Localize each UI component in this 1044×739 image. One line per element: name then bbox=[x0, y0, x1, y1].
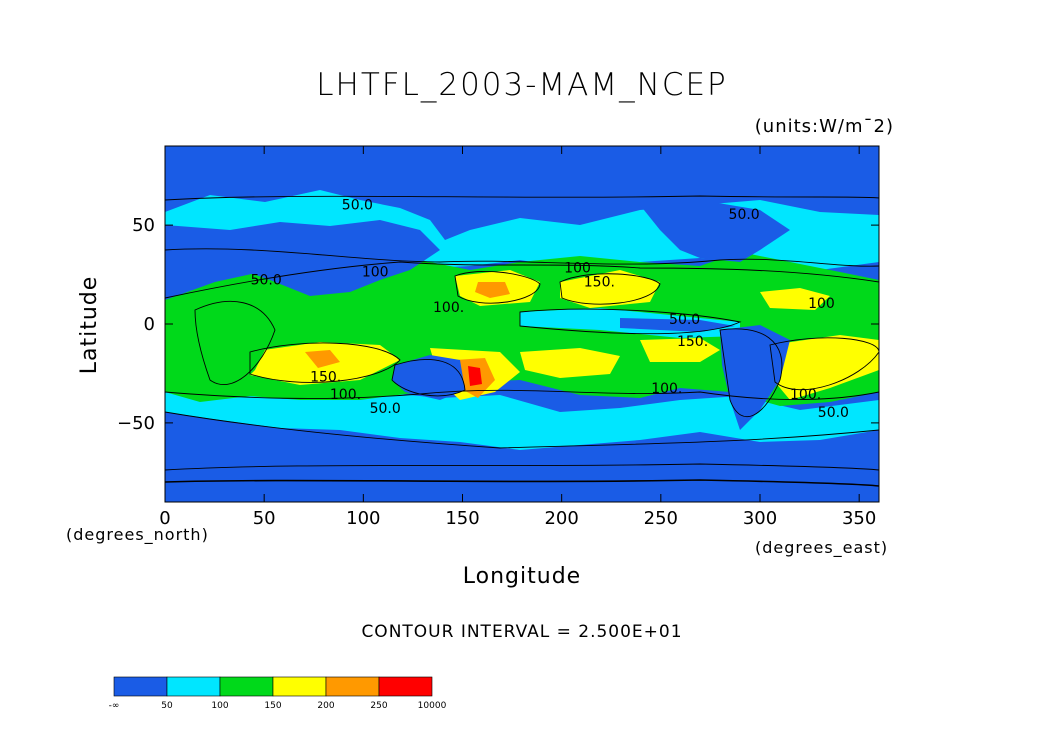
colorbar-swatch bbox=[378, 676, 433, 697]
continent-eurasia bbox=[165, 220, 440, 296]
y-unit-label: (degrees_north) bbox=[66, 525, 209, 544]
contour-label: 50.0 bbox=[342, 197, 373, 213]
region-subtropical-maxima-6 bbox=[640, 338, 720, 362]
colorbar-swatch bbox=[166, 676, 221, 697]
units-label: (units:W/m¯2) bbox=[754, 116, 894, 137]
region-local-maxima-1 bbox=[475, 282, 510, 298]
y-tick-label: 50 bbox=[132, 215, 155, 236]
x-ticks: 0 50 100 150 200 250 300 350 bbox=[159, 146, 876, 529]
colorbar: -∞ 50 100 150 200 250 10000 bbox=[109, 676, 447, 711]
region-peak bbox=[468, 366, 482, 386]
continent-south-america bbox=[720, 325, 790, 430]
contour-label: 100 bbox=[362, 265, 389, 281]
continent-africa bbox=[195, 295, 275, 395]
region-local-maxima-3 bbox=[305, 350, 340, 368]
contour-label: 50.0 bbox=[818, 405, 849, 421]
y-tick-label: 0 bbox=[144, 314, 155, 335]
contour-label: 50.0 bbox=[370, 401, 401, 417]
contour-label: 100 bbox=[564, 261, 591, 277]
contour-label: 50.0 bbox=[729, 207, 760, 223]
colorbar-label: 200 bbox=[317, 701, 334, 711]
colorbar-label: 100 bbox=[211, 701, 228, 711]
x-unit-label: (degrees_east) bbox=[755, 538, 889, 557]
continent-australia bbox=[392, 355, 465, 400]
colorbar-swatch bbox=[325, 676, 380, 697]
contour-label: 100. bbox=[330, 387, 361, 403]
x-axis-label: Longitude bbox=[462, 564, 582, 589]
x-tick-label: 100 bbox=[346, 508, 380, 529]
contour-label: 50.0 bbox=[251, 272, 282, 288]
x-tick-label: 150 bbox=[445, 508, 479, 529]
x-tick-label: 200 bbox=[544, 508, 578, 529]
contour-lines bbox=[165, 195, 879, 487]
x-tick-label: 350 bbox=[842, 508, 876, 529]
colorbar-label: 10000 bbox=[418, 701, 447, 711]
continent-north-america bbox=[640, 200, 790, 262]
contour-label: 100. bbox=[790, 387, 821, 403]
y-tick-label: −50 bbox=[117, 413, 155, 434]
colorbar-label: 250 bbox=[370, 701, 387, 711]
x-tick-label: 300 bbox=[743, 508, 777, 529]
contour-label: 100. bbox=[651, 381, 682, 397]
region-equatorial-cool-core bbox=[620, 318, 735, 332]
chart-title: LHTFL_2003-MAM_NCEP bbox=[316, 67, 728, 103]
region-subtropical-maxima-7 bbox=[770, 335, 879, 400]
colorbar-label: -∞ bbox=[109, 701, 120, 711]
colorbar-swatch bbox=[272, 676, 327, 697]
contour-label: 100 bbox=[808, 296, 835, 312]
x-tick-label: 0 bbox=[159, 508, 170, 529]
region-subtropical-maxima-2 bbox=[560, 270, 660, 308]
contour-label: 150. bbox=[584, 274, 615, 290]
colorbar-swatch bbox=[219, 676, 274, 697]
contour-label: 150. bbox=[677, 334, 708, 350]
colorbar-label: 50 bbox=[161, 701, 173, 711]
continent-antarctica bbox=[165, 470, 879, 502]
contour-label: 50.0 bbox=[669, 312, 700, 328]
contour-label: 100. bbox=[433, 300, 464, 316]
x-tick-label: 50 bbox=[253, 508, 276, 529]
colorbar-label: 150 bbox=[264, 701, 281, 711]
x-tick-label: 250 bbox=[644, 508, 678, 529]
contour-interval-label: CONTOUR INTERVAL = 2.500E+01 bbox=[361, 622, 683, 642]
region-subtropical-maxima-5 bbox=[520, 348, 620, 378]
region-subtropical-maxima-8 bbox=[760, 288, 830, 310]
contour-label: 150. bbox=[310, 369, 341, 385]
colorbar-swatch bbox=[113, 676, 168, 697]
y-ticks: 50 0 −50 bbox=[117, 215, 879, 434]
